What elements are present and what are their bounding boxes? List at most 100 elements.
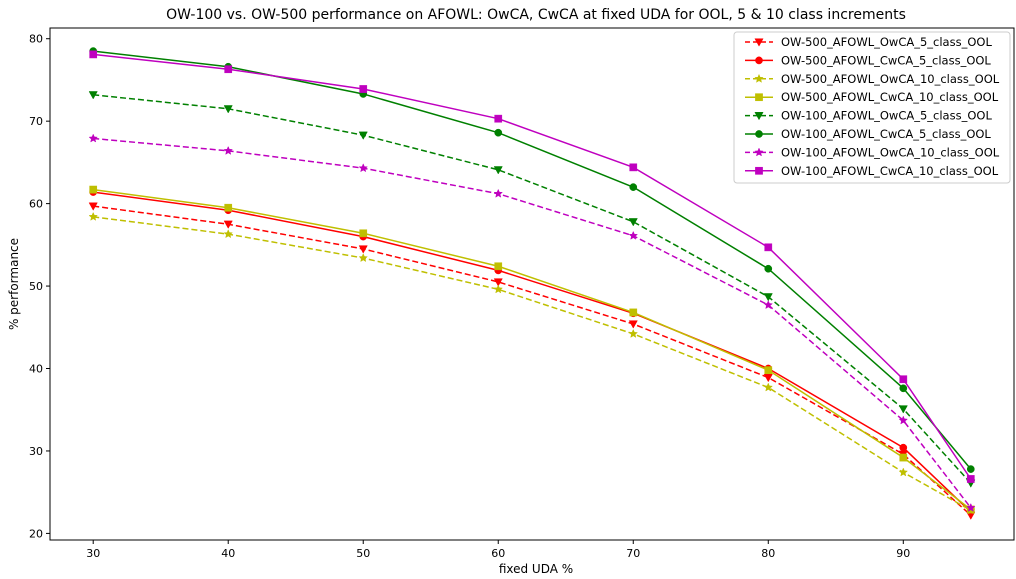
series-line (89, 188, 975, 516)
data-point-marker (493, 284, 503, 294)
data-point-marker (629, 163, 638, 172)
data-point-marker (223, 145, 233, 155)
data-point-marker (754, 147, 764, 157)
series-path (93, 94, 972, 484)
series-path (93, 137, 972, 509)
data-point-marker (899, 384, 908, 393)
legend-label: OW-500_AFOWL_OwCA_10_class_OOL (781, 72, 1000, 86)
data-point-marker (88, 202, 98, 211)
legend-item: OW-500_AFOWL_OwCA_5_class_OOL (745, 35, 992, 49)
legend-label: OW-500_AFOWL_CwCA_10_class_OOL (781, 90, 999, 104)
data-point-marker (628, 218, 638, 227)
series-line (88, 133, 976, 512)
data-point-marker (223, 229, 233, 239)
series-line (88, 202, 976, 520)
x-tick-label: 40 (221, 547, 235, 560)
y-tick-label: 80 (29, 33, 43, 46)
data-point-marker (224, 203, 233, 212)
data-point-marker (764, 264, 773, 273)
data-point-marker (493, 278, 503, 287)
x-axis-label: fixed UDA % (499, 562, 573, 576)
y-tick-label: 30 (29, 445, 43, 458)
data-point-marker (629, 183, 638, 191)
data-point-marker (494, 114, 503, 123)
data-point-marker (224, 65, 233, 74)
data-point-marker (359, 229, 368, 238)
legend-label: OW-500_AFOWL_OwCA_5_class_OOL (781, 35, 992, 49)
data-point-marker (899, 453, 908, 462)
data-point-marker (754, 38, 764, 47)
data-point-marker (764, 243, 773, 252)
y-tick-label: 50 (29, 280, 43, 293)
series-path (93, 50, 972, 470)
legend-item: OW-100_AFOWL_OwCA_10_class_OOL (745, 145, 1000, 159)
data-point-marker (898, 405, 908, 414)
legend-label: OW-500_AFOWL_CwCA_5_class_OOL (781, 53, 991, 67)
series-path (93, 191, 972, 513)
data-point-marker (898, 467, 909, 477)
data-point-marker (493, 166, 503, 175)
data-point-marker (899, 375, 908, 384)
legend-item: OW-100_AFOWL_CwCA_5_class_OOL (745, 127, 991, 141)
legend-item: OW-100_AFOWL_OwCA_5_class_OOL (745, 109, 992, 123)
data-point-marker (966, 475, 975, 483)
x-tick-label: 70 (626, 547, 640, 560)
data-point-marker (223, 105, 233, 114)
y-tick-label: 70 (29, 115, 43, 128)
series-path (93, 188, 972, 511)
series-line (89, 50, 975, 483)
plot-area-frame (49, 27, 1015, 541)
data-point-marker (628, 320, 638, 329)
data-point-marker (898, 415, 909, 425)
x-axis: 30 40 50 60 70 80 90 (86, 540, 910, 560)
data-point-marker (754, 73, 764, 83)
x-tick-label: 80 (761, 547, 775, 560)
legend-label: OW-100_AFOWL_OwCA_10_class_OOL (781, 145, 1000, 159)
data-point-marker (358, 245, 368, 254)
x-tick-label: 50 (356, 547, 370, 560)
data-point-marker (628, 230, 638, 240)
data-point-marker (494, 128, 503, 137)
data-point-marker (494, 262, 503, 271)
data-point-marker (755, 56, 763, 65)
y-axis-label: % performance (7, 238, 21, 330)
data-point-marker (223, 220, 233, 229)
data-point-marker (358, 131, 368, 140)
data-point-marker (763, 293, 773, 302)
data-point-marker (89, 50, 98, 59)
legend-label: OW-100_AFOWL_CwCA_10_class_OOL (781, 164, 999, 178)
legend-item: OW-100_AFOWL_CwCA_10_class_OOL (745, 164, 999, 178)
series-path (93, 205, 972, 516)
data-point-marker (966, 465, 975, 473)
data-point-marker (358, 163, 368, 173)
series-path (93, 53, 972, 480)
data-point-marker (764, 366, 773, 375)
data-point-marker (88, 211, 98, 221)
legend: OW-500_AFOWL_OwCA_5_class_OOL OW-500_AFOW… (733, 31, 1011, 184)
data-point-marker (755, 93, 763, 102)
data-point-marker (899, 443, 908, 452)
legend-item: OW-500_AFOWL_CwCA_10_class_OOL (745, 90, 999, 104)
data-point-marker (359, 85, 368, 93)
legend-item: OW-500_AFOWL_CwCA_5_class_OOL (745, 53, 991, 67)
data-point-marker (755, 130, 763, 138)
x-tick-label: 90 (896, 547, 910, 560)
data-point-marker (628, 328, 638, 338)
y-tick-label: 20 (29, 527, 43, 540)
x-tick-label: 30 (86, 547, 100, 560)
series-line (88, 211, 976, 515)
chart-title: OW-100 vs. OW-500 performance on AFOWL: … (166, 7, 906, 23)
y-tick-label: 40 (29, 363, 43, 376)
legend-frame (733, 31, 1011, 184)
data-point-marker (755, 166, 763, 175)
legend-item: OW-500_AFOWL_OwCA_10_class_OOL (745, 72, 1000, 86)
data-point-marker (89, 185, 98, 194)
legend-label: OW-100_AFOWL_CwCA_5_class_OOL (781, 127, 991, 141)
series-layer (88, 47, 976, 520)
series-line (89, 185, 975, 514)
data-point-marker (754, 112, 764, 121)
data-point-marker (763, 382, 773, 392)
y-axis: 20 30 40 50 60 70 80 (29, 33, 50, 540)
data-point-marker (358, 253, 368, 263)
